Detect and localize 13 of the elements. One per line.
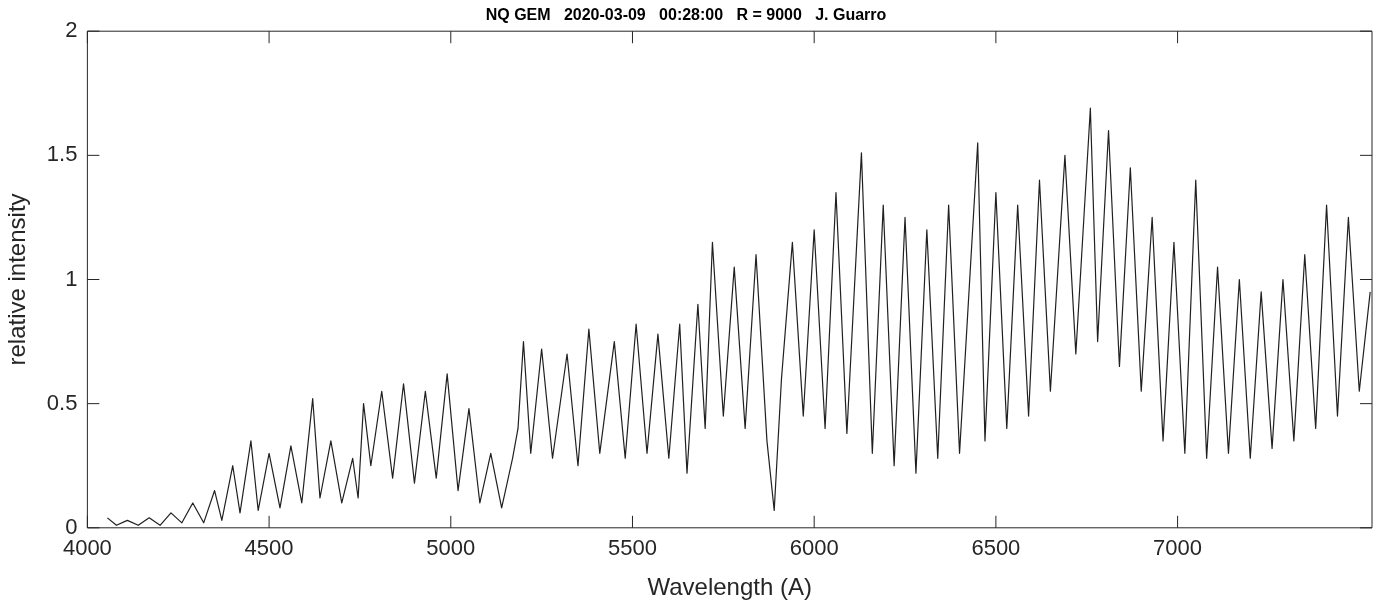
- y-tick-label: 0.5: [46, 389, 78, 415]
- x-tick-label: 4500: [244, 535, 294, 561]
- x-tick-label: 6500: [971, 535, 1021, 561]
- y-tick-label: 1.5: [46, 141, 78, 167]
- x-tick-label: 6000: [789, 535, 839, 561]
- x-tick-label: 5500: [608, 535, 657, 561]
- x-tick-label: 5000: [426, 535, 476, 561]
- y-tick-label: 1: [65, 265, 78, 291]
- chart-title: NQ GEM 2020-03-09 00:28:00 R = 9000 J. Guarro: [485, 6, 887, 24]
- x-axis-title: Wavelength (A): [647, 573, 812, 601]
- y-tick-label: 2: [65, 17, 78, 43]
- y-axis-title: relative intensity: [3, 193, 31, 366]
- x-tick-label: 7000: [1153, 535, 1203, 561]
